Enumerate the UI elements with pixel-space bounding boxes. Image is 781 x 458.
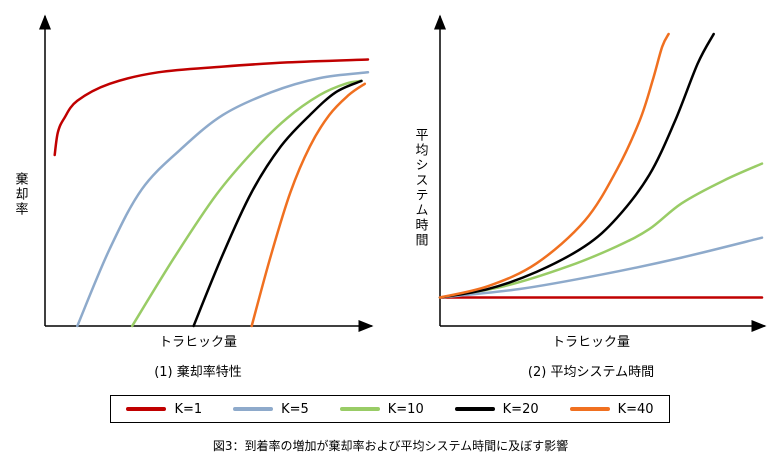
legend-swatch-k20 (454, 407, 495, 411)
legend-item-k10: K=10 (339, 401, 424, 417)
chart2-xlabel: トラヒック量 (552, 335, 630, 350)
legend-swatch-k40 (569, 407, 610, 411)
legend-item-k5: K=5 (233, 402, 309, 417)
chart1-series-k10 (130, 79, 363, 328)
chart1-series-k1 (53, 58, 370, 157)
chart1-ylabel: 棄却率 (13, 172, 29, 217)
chart1-series-k20 (192, 79, 363, 328)
legend-swatch-k5 (233, 407, 274, 411)
legend-item-k1: K=1 (126, 402, 202, 417)
legend-swatch-k10 (339, 407, 380, 411)
legend-swatch-k1 (126, 407, 167, 411)
legend-item-k40: K=40 (569, 401, 654, 417)
legend-item-k20: K=20 (454, 401, 539, 417)
chart-rejection-rate: 棄却率 トラヒック量 (1) 棄却率特性 (13, 14, 374, 380)
chart2-ylabel: 平均システム時間 (413, 128, 429, 248)
legend-label-k10: K=10 (387, 401, 424, 417)
figure-caption: 図3：到着率の増加が棄却率および平均システム時間に及ぼす影響 (212, 439, 569, 453)
chart2-series-k40 (438, 32, 670, 299)
chart1-xlabel: トラヒック量 (159, 335, 237, 350)
chart1-series-k40 (250, 82, 367, 328)
chart2-series-k20 (438, 32, 715, 299)
chart2-series-group (438, 32, 764, 299)
chart2-series-k10 (438, 162, 764, 299)
legend-label-k20: K=20 (502, 401, 539, 417)
chart1-subtitle: (1) 棄却率特性 (154, 364, 242, 380)
chart1-series-k5 (76, 71, 370, 328)
figure: 棄却率 トラヒック量 (1) 棄却率特性 平均システム時間 トラヒック量 (2)… (13, 14, 767, 380)
legend-label-k40: K=40 (617, 401, 654, 417)
legend: K=1 K=5 K=10 K=20 K=40 (110, 395, 670, 423)
legend-label-k5: K=5 (281, 401, 309, 417)
chart2-series-k5 (438, 236, 764, 299)
chart2-subtitle: (2) 平均システム時間 (528, 365, 654, 380)
legend-label-k1: K=1 (174, 401, 203, 417)
chart1-series-group (53, 58, 370, 328)
chart-mean-system-time: 平均システム時間 トラヒック量 (2) 平均システム時間 (413, 14, 767, 380)
